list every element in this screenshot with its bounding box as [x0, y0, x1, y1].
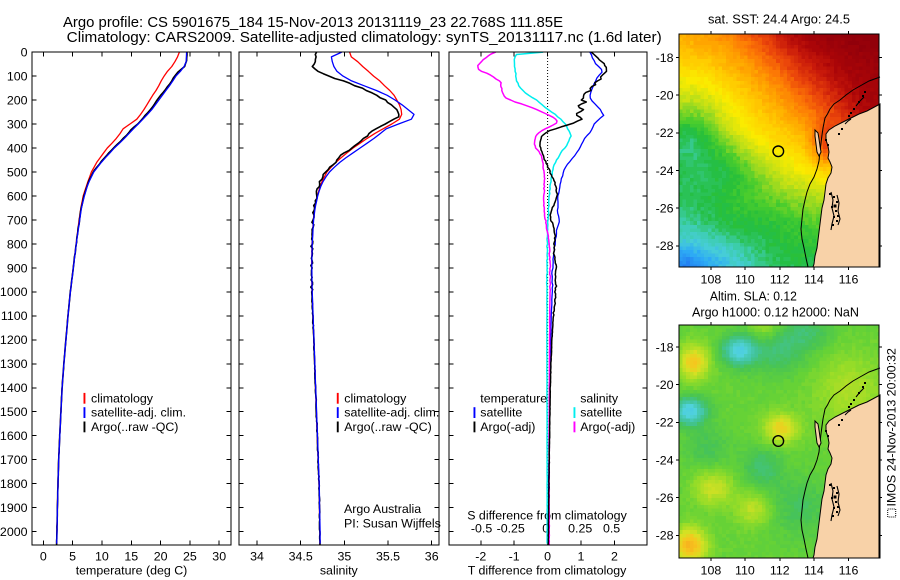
- svg-text:112: 112: [770, 272, 790, 286]
- svg-text:-24: -24: [656, 164, 674, 178]
- svg-text:-22: -22: [656, 126, 674, 140]
- svg-text:108: 108: [701, 272, 722, 286]
- svg-text:116: 116: [839, 272, 859, 286]
- svg-text:-18: -18: [656, 51, 674, 65]
- svg-text:110: 110: [735, 272, 755, 286]
- svg-text:-20: -20: [656, 89, 674, 103]
- svg-text:-26: -26: [656, 202, 674, 216]
- svg-text:-28: -28: [656, 239, 674, 253]
- svg-text:114: 114: [804, 272, 824, 286]
